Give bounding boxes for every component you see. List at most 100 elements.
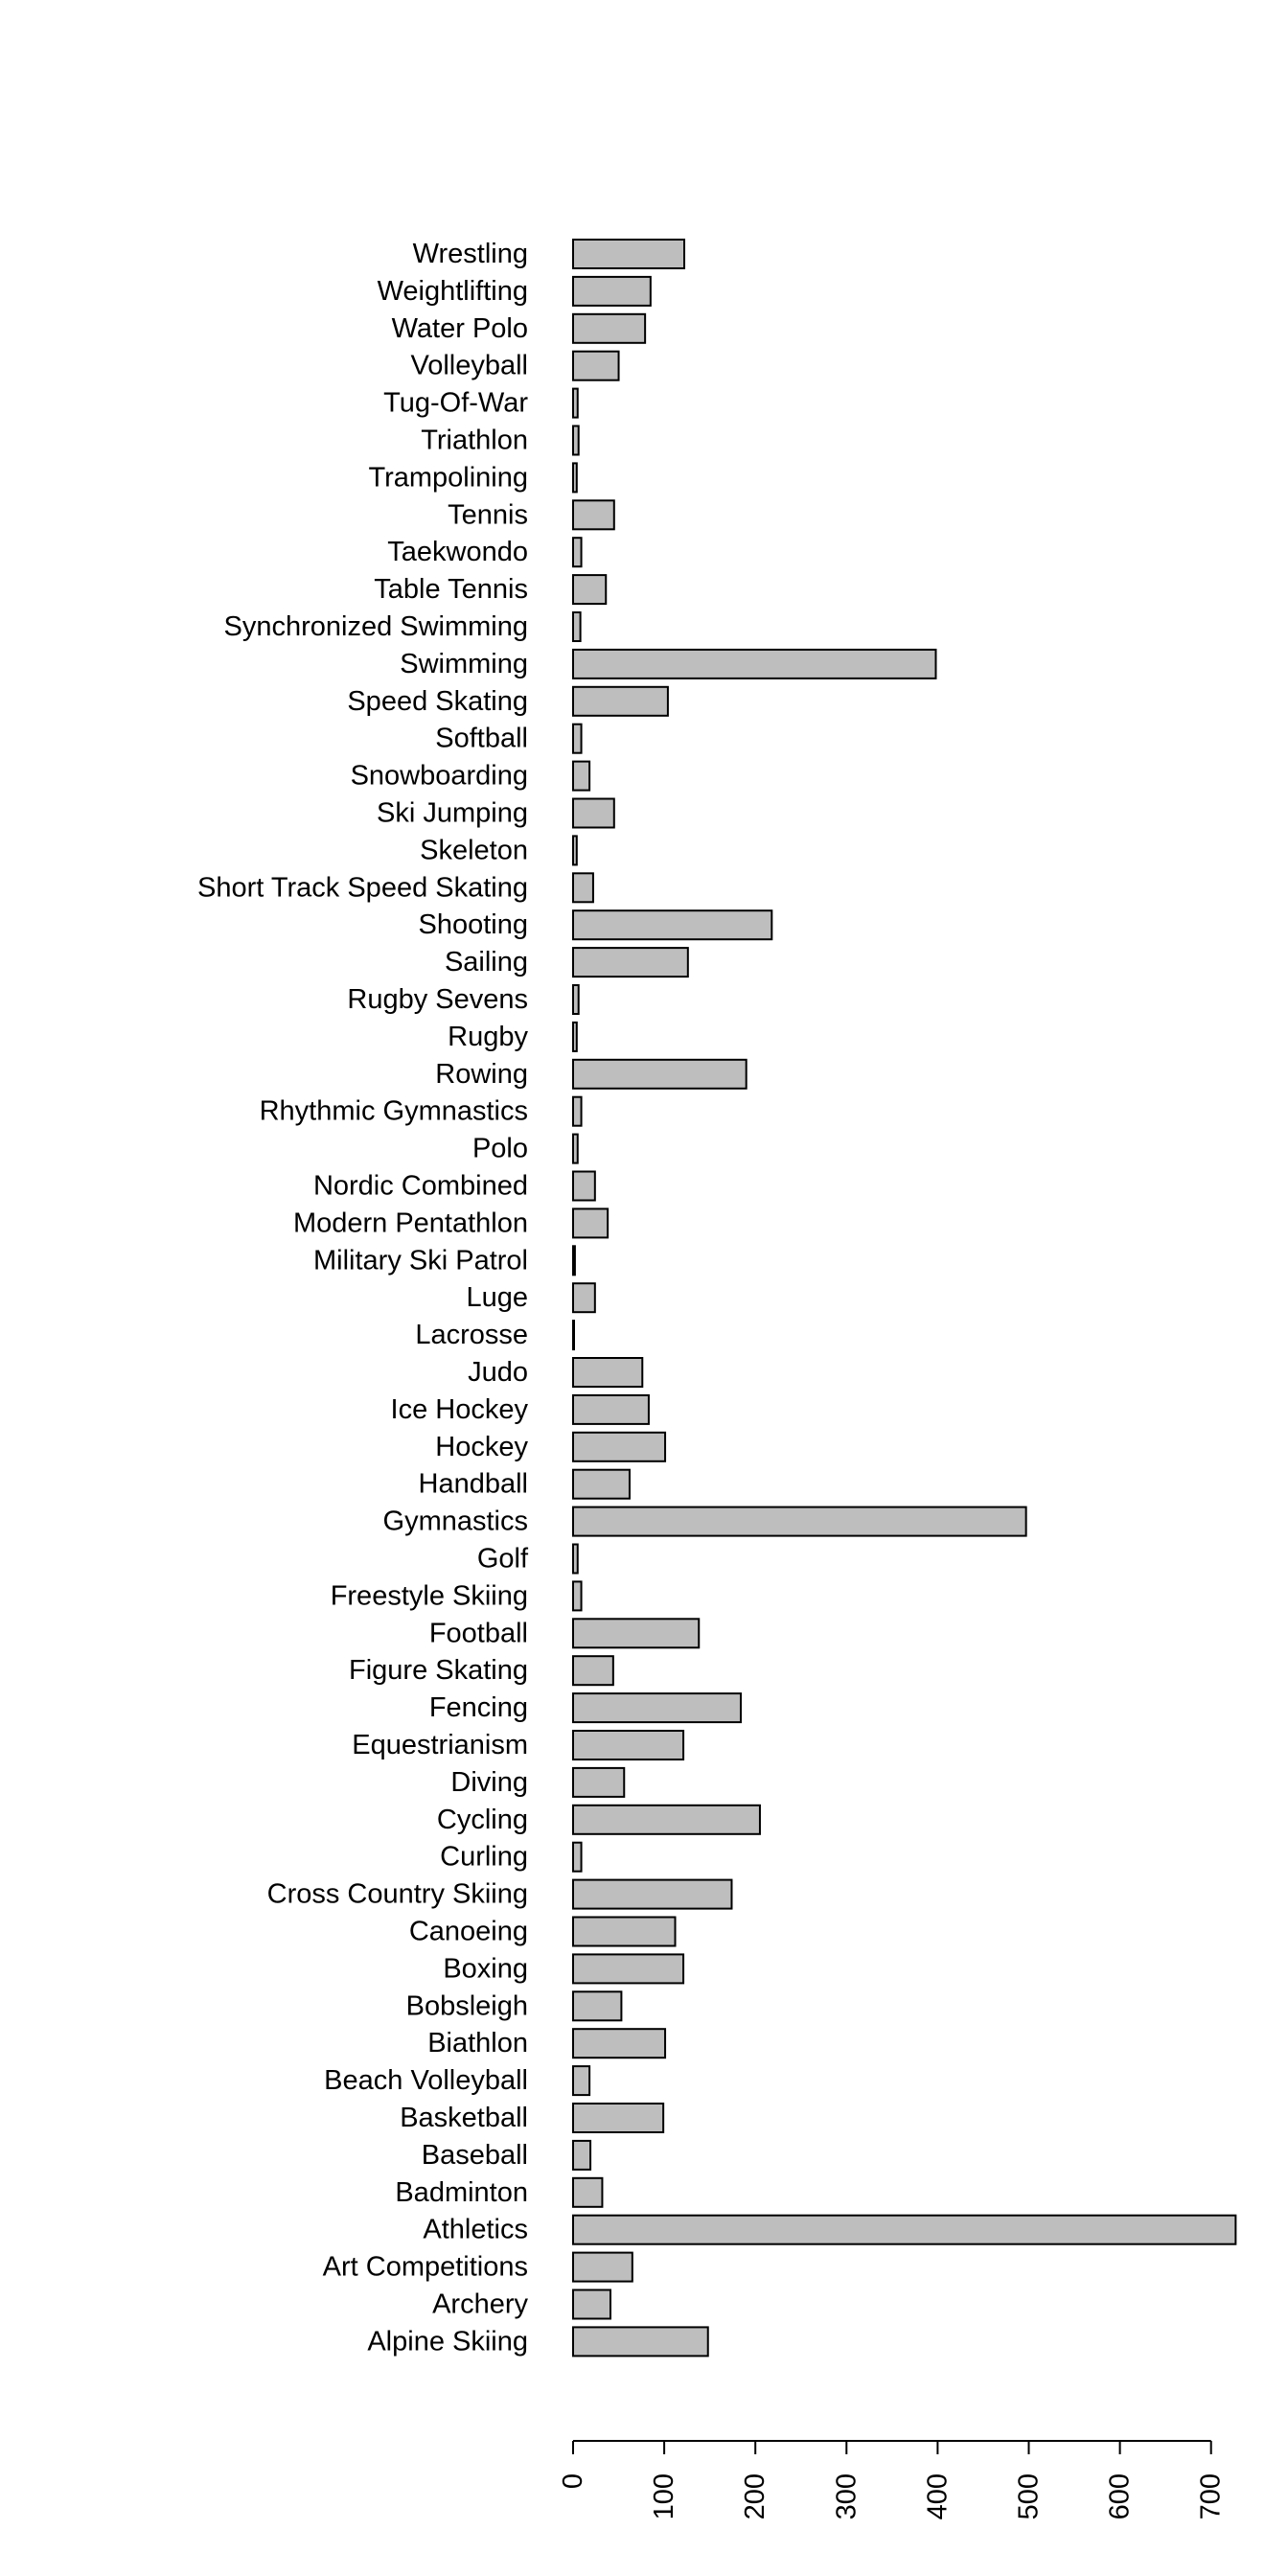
- bar-skeleton: [572, 835, 578, 866]
- x-tick-label-0: 0: [558, 2473, 588, 2489]
- x-axis: 0 100 200 300 400 500 600 700: [558, 2440, 1227, 2519]
- bar-swimming: [572, 648, 937, 679]
- bar-volleyball: [572, 350, 620, 381]
- category-label-basketball: Basketball: [400, 2103, 528, 2133]
- bar-nordic-combined: [572, 1170, 596, 1202]
- bar-weightlifting: [572, 275, 652, 307]
- category-label-triathlon: Triathlon: [421, 426, 528, 456]
- category-label-biathlon: Biathlon: [427, 2028, 528, 2058]
- category-label-speed-skating: Speed Skating: [347, 686, 528, 717]
- bar-taekwondo: [572, 537, 583, 568]
- category-label-hockey: Hockey: [435, 1432, 528, 1462]
- bar-freestyle-skiing: [572, 1580, 583, 1612]
- category-label-table-tennis: Table Tennis: [374, 574, 528, 605]
- category-label-synchronized-swimming: Synchronized Swimming: [223, 611, 528, 642]
- bars-group: [572, 239, 1237, 2358]
- category-label-taekwondo: Taekwondo: [387, 537, 528, 567]
- category-label-sailing: Sailing: [445, 947, 528, 978]
- bar-art-competitions: [572, 2251, 633, 2283]
- x-tick-label-100: 100: [649, 2473, 679, 2519]
- category-label-boxing: Boxing: [443, 1953, 528, 1984]
- bar-wrestling: [572, 239, 686, 269]
- category-label-equestrianism: Equestrianism: [352, 1730, 528, 1760]
- category-label-figure-skating: Figure Skating: [349, 1655, 528, 1686]
- category-label-badminton: Badminton: [395, 2177, 528, 2208]
- category-label-art-competitions: Art Competitions: [323, 2252, 528, 2283]
- category-label-baseball: Baseball: [422, 2140, 528, 2171]
- category-label-fencing: Fencing: [429, 1692, 528, 1723]
- category-label-nordic-combined: Nordic Combined: [313, 1171, 528, 1202]
- bar-ice-hockey: [572, 1393, 650, 1425]
- category-label-gymnastics: Gymnastics: [383, 1506, 528, 1537]
- category-label-archery: Archery: [432, 2289, 528, 2320]
- category-labels: Alpine Skiing Archery Art Competitions Athl…: [197, 239, 529, 2357]
- category-label-rugby: Rugby: [448, 1022, 528, 1052]
- category-label-ski-jumping: Ski Jumping: [377, 798, 528, 829]
- bar-snowboarding: [572, 760, 591, 792]
- bar-badminton: [572, 2176, 604, 2208]
- bar-modern-pentathlon: [572, 1208, 610, 1239]
- bar-table-tennis: [572, 574, 608, 606]
- bar-curling: [572, 1841, 583, 1873]
- category-label-tug-of-war: Tug-Of-War: [383, 388, 528, 419]
- category-label-luge: Luge: [466, 1282, 528, 1313]
- x-tick-label-300: 300: [831, 2473, 862, 2519]
- category-label-wrestling: Wrestling: [413, 239, 528, 269]
- bar-tennis: [572, 499, 615, 531]
- bar-beach-volleyball: [572, 2065, 591, 2097]
- bar-speed-skating: [572, 685, 669, 717]
- bar-rhythmic-gymnastics: [572, 1095, 583, 1127]
- bar-football: [572, 1618, 701, 1649]
- category-label-trampolining: Trampolining: [368, 462, 528, 493]
- category-label-snowboarding: Snowboarding: [351, 761, 528, 792]
- x-tick-label-700: 700: [1196, 2473, 1227, 2519]
- bar-baseball: [572, 2139, 592, 2171]
- bar-sailing: [572, 947, 689, 978]
- bar-water-polo: [572, 312, 647, 344]
- bar-ski-jumping: [572, 797, 615, 829]
- category-label-weightlifting: Weightlifting: [378, 276, 528, 307]
- category-label-skeleton: Skeleton: [420, 835, 528, 865]
- category-label-water-polo: Water Polo: [392, 313, 528, 344]
- bar-cross-country-skiing: [572, 1878, 733, 1910]
- bar-rowing: [572, 1058, 748, 1090]
- bar-hockey: [572, 1431, 667, 1462]
- category-label-rowing: Rowing: [435, 1059, 528, 1090]
- bar-cycling: [572, 1804, 761, 1835]
- bar-alpine-skiing: [572, 2326, 709, 2358]
- category-label-short-track-speed-skating: Short Track Speed Skating: [197, 872, 528, 903]
- bar-tug-of-war: [572, 387, 579, 419]
- bar-athletics: [572, 2214, 1237, 2245]
- bar-diving: [572, 1766, 626, 1798]
- bar-archery: [572, 2288, 611, 2320]
- bar-golf: [572, 1543, 579, 1575]
- bar-gymnastics: [572, 1506, 1027, 1537]
- category-label-canoeing: Canoeing: [409, 1917, 528, 1947]
- x-tick-label-600: 600: [1105, 2473, 1136, 2519]
- bar-shooting: [572, 909, 773, 941]
- category-label-polo: Polo: [472, 1134, 528, 1164]
- x-tick-label-200: 200: [740, 2473, 770, 2519]
- bar-canoeing: [572, 1916, 677, 1947]
- category-label-softball: Softball: [435, 724, 528, 754]
- bar-rugby-sevens: [572, 984, 580, 1015]
- bar-military-ski-patrol: [572, 1245, 576, 1276]
- category-label-cross-country-skiing: Cross Country Skiing: [267, 1879, 528, 1910]
- x-tick-label-500: 500: [1014, 2473, 1045, 2519]
- bar-boxing: [572, 1953, 685, 1985]
- bar-rugby: [572, 1021, 578, 1052]
- bar-softball: [572, 723, 583, 754]
- bar-polo: [572, 1133, 579, 1164]
- category-label-handball: Handball: [419, 1469, 528, 1500]
- bar-judo: [572, 1357, 644, 1388]
- bar-biathlon: [572, 2028, 667, 2059]
- bar-basketball: [572, 2103, 665, 2133]
- category-label-athletics: Athletics: [423, 2215, 528, 2245]
- category-label-volleyball: Volleyball: [410, 351, 528, 381]
- category-label-freestyle-skiing: Freestyle Skiing: [331, 1580, 528, 1611]
- category-label-rhythmic-gymnastics: Rhythmic Gymnastics: [260, 1096, 528, 1127]
- x-tick-label-400: 400: [922, 2473, 953, 2519]
- category-label-rugby-sevens: Rugby Sevens: [347, 984, 528, 1015]
- category-label-golf: Golf: [477, 1544, 529, 1575]
